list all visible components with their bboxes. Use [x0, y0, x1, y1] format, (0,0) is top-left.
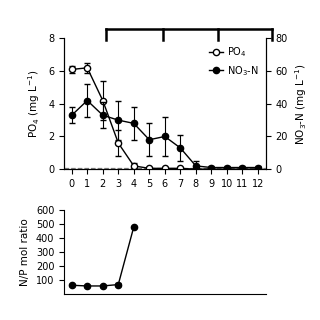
Y-axis label: N/P mol ratio: N/P mol ratio [20, 218, 30, 286]
Y-axis label: NO$_3$-N (mg L$^{-1}$): NO$_3$-N (mg L$^{-1}$) [293, 63, 309, 145]
Y-axis label: PO$_4$ (mg L$^{-1}$): PO$_4$ (mg L$^{-1}$) [27, 69, 43, 138]
Legend: PO$_4$, NO$_3$-N: PO$_4$, NO$_3$-N [207, 43, 261, 80]
